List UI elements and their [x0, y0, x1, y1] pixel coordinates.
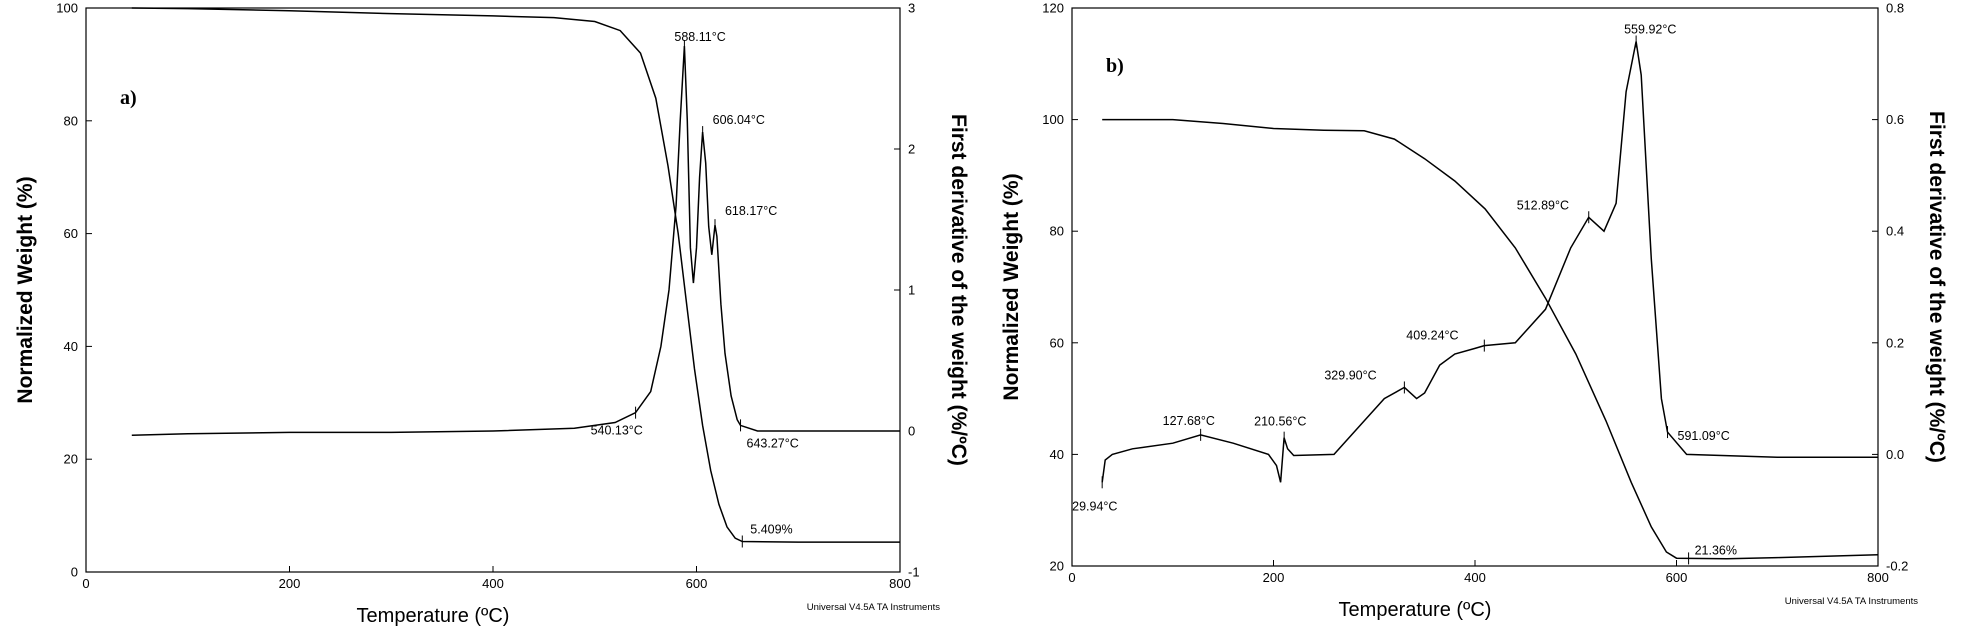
- weight-curve: [131, 7, 900, 543]
- y-left-tick-label: 20: [64, 452, 78, 467]
- annotation-label: 512.89°C: [1517, 198, 1569, 212]
- x-axis-title: Temperature (ºC): [357, 605, 510, 627]
- y-right-tick-label: 2: [908, 142, 915, 157]
- annotation-label: 559.92°C: [1624, 22, 1676, 36]
- y-left-tick-label: 80: [1050, 224, 1064, 239]
- annotation-label: 643.27°C: [747, 436, 799, 450]
- y-left-axis-title: Normalized Weight (%): [1000, 173, 1023, 400]
- y-right-tick-label: -1: [908, 565, 920, 580]
- x-tick-label: 800: [889, 576, 911, 591]
- annotation-label: 210.56°C: [1254, 415, 1306, 429]
- x-tick-label: 0: [82, 576, 89, 591]
- y-left-tick-label: 60: [64, 226, 78, 241]
- instrument-footer: Universal V4.5A TA Instruments: [1785, 596, 1918, 607]
- plot-frame: [1071, 7, 1879, 567]
- derivative-curve: [131, 46, 900, 436]
- x-tick-label: 200: [279, 576, 301, 591]
- y-left-tick-label: 100: [1042, 112, 1064, 127]
- derivative-curve: [1101, 41, 1878, 483]
- y-left-tick-label: 40: [1050, 447, 1064, 462]
- instrument-footer: Universal V4.5A TA Instruments: [807, 602, 940, 613]
- y-left-axis-title: Normalized Weight (%): [14, 176, 37, 403]
- y-right-tick-label: 0.4: [1886, 224, 1904, 239]
- plot-frame: [85, 7, 901, 573]
- x-tick-label: 400: [482, 576, 504, 591]
- y-right-tick-label: 3: [908, 1, 915, 16]
- weight-curve: [1102, 118, 1879, 560]
- y-right-axis-title: First derivative of the weight (%/ºC): [1925, 111, 1948, 463]
- annotation-label: 127.68°C: [1163, 414, 1215, 428]
- annotation-label: 29.94°C: [1072, 499, 1117, 513]
- y-left-tick-label: 20: [1050, 559, 1064, 574]
- annotation-label: 591.09°C: [1678, 429, 1730, 443]
- y-left-tick-label: 80: [64, 113, 78, 128]
- y-left-tick-label: 0: [71, 565, 78, 580]
- x-tick-label: 0: [1068, 570, 1075, 585]
- y-right-tick-label: 1: [908, 283, 915, 298]
- x-tick-label: 800: [1867, 570, 1889, 585]
- y-right-tick-label: 0.6: [1886, 112, 1904, 127]
- x-tick-label: 600: [1666, 570, 1688, 585]
- y-right-tick-label: -0.2: [1886, 559, 1908, 574]
- annotation-label: 409.24°C: [1406, 329, 1458, 343]
- y-left-tick-label: 40: [64, 339, 78, 354]
- annotation-label: 5.409%: [750, 522, 792, 536]
- x-axis-title: Temperature (ºC): [1339, 599, 1492, 621]
- y-left-tick-label: 60: [1050, 335, 1064, 350]
- annotation-label: 618.17°C: [725, 204, 777, 218]
- y-right-tick-label: 0.8: [1886, 1, 1904, 16]
- y-right-axis-title: First derivative of the weight (%/ºC): [947, 114, 970, 466]
- chart-panel-a: 0 200 400 600 800 0 20 40 60 80 100 -1 0 1 2 3 Normalize…: [14, 1, 970, 628]
- chart-panel-b: 0 200 400 600 800 20 40 60 80 100 120 -0.2 0.0 0.2 0.4…: [1000, 1, 1948, 622]
- y-left-tick-label: 120: [1042, 1, 1064, 16]
- x-tick-label: 400: [1464, 570, 1486, 585]
- panel-label: a): [120, 87, 137, 109]
- x-tick-label: 200: [1263, 570, 1285, 585]
- annotation-label: 329.90°C: [1324, 368, 1376, 382]
- annotation-label: 21.36%: [1695, 543, 1737, 557]
- annotation-label: 540.13°C: [591, 424, 643, 438]
- panel-label: b): [1106, 55, 1124, 77]
- y-right-tick-label: 0.2: [1886, 335, 1904, 350]
- annotation-label: 588.11°C: [674, 30, 725, 44]
- y-left-tick-label: 100: [56, 1, 78, 16]
- y-right-tick-label: 0: [908, 424, 915, 439]
- annotation-label: 606.04°C: [713, 113, 765, 127]
- y-right-tick-label: 0.0: [1886, 447, 1904, 462]
- x-tick-label: 600: [686, 576, 708, 591]
